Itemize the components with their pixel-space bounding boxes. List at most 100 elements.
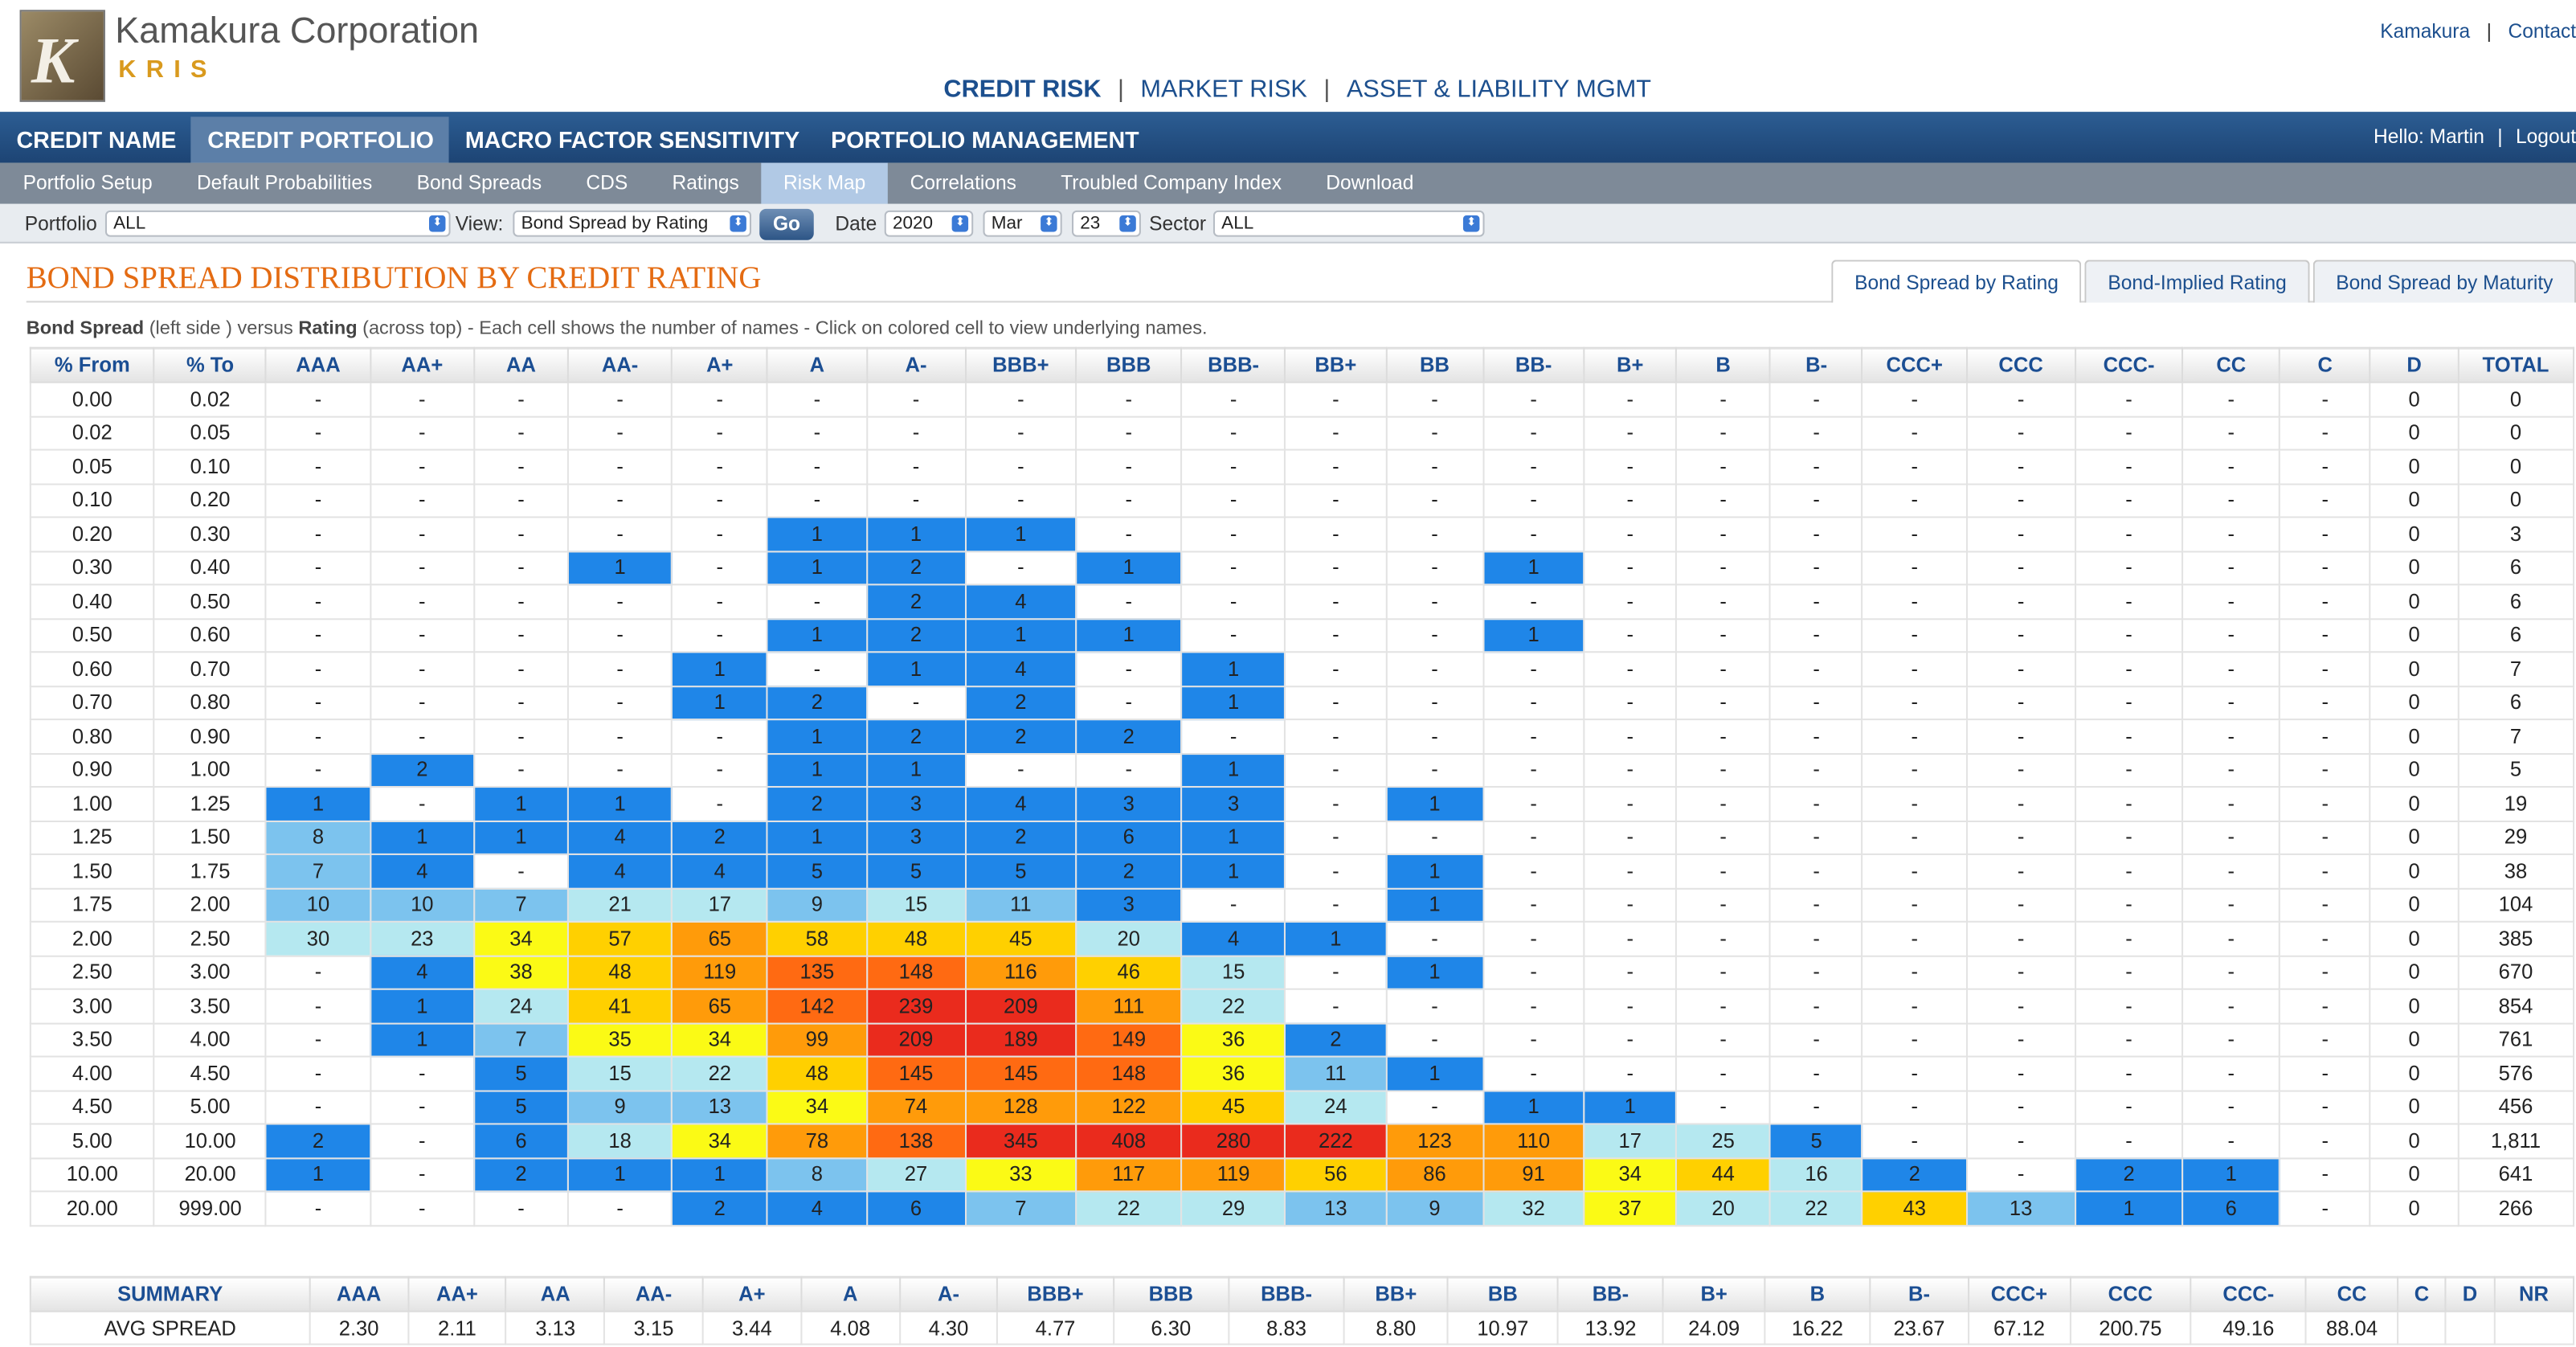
risk-map-cell[interactable]: 1 <box>265 1157 371 1193</box>
risk-map-cell[interactable]: 4 <box>566 853 673 889</box>
risk-map-cell[interactable]: 15 <box>865 886 967 923</box>
risk-map-cell[interactable]: 20 <box>1075 920 1183 956</box>
risk-map-cell[interactable]: 209 <box>865 1022 967 1058</box>
risk-map-cell[interactable]: 17 <box>1583 1123 1678 1159</box>
subtab-cds[interactable]: CDS <box>586 170 628 194</box>
risk-map-cell[interactable]: 3 <box>1075 786 1183 821</box>
nav-credit-risk[interactable]: CREDIT RISK <box>943 76 1102 104</box>
risk-map-cell[interactable]: 2 <box>1862 1157 1968 1193</box>
risk-map-cell[interactable]: 4 <box>369 853 476 889</box>
tab-macro-factor-sensitivity[interactable]: MACRO FACTOR SENSITIVITY <box>464 126 800 154</box>
risk-map-cell[interactable]: 23 <box>369 920 476 956</box>
risk-map-cell[interactable]: 1 <box>369 819 476 855</box>
sector-select[interactable]: ALL ⬍ <box>1212 210 1485 237</box>
risk-map-cell[interactable]: 1 <box>265 786 371 821</box>
risk-map-cell[interactable]: 1 <box>767 819 868 855</box>
risk-map-cell[interactable]: 4 <box>964 786 1077 821</box>
risk-map-cell[interactable]: 86 <box>1384 1157 1485 1193</box>
risk-map-cell[interactable]: 1 <box>865 651 967 687</box>
risk-map-cell[interactable]: 34 <box>472 920 569 956</box>
risk-map-cell[interactable]: 46 <box>1075 954 1183 990</box>
risk-map-cell[interactable]: 34 <box>671 1022 769 1058</box>
nav-market-risk[interactable]: MARKET RISK <box>1140 76 1307 104</box>
subtab-download[interactable]: Download <box>1326 170 1414 194</box>
risk-map-cell[interactable]: 7 <box>964 1190 1077 1226</box>
risk-map-cell[interactable]: 189 <box>964 1022 1077 1058</box>
subtab-risk-map[interactable]: Risk Map <box>760 162 887 204</box>
risk-map-cell[interactable]: 1 <box>865 752 967 788</box>
risk-map-cell[interactable]: 239 <box>865 988 967 1024</box>
risk-map-cell[interactable]: 1 <box>1384 786 1485 821</box>
tab-bond-implied-rating[interactable]: Bond-Implied Rating <box>2084 260 2310 303</box>
risk-map-cell[interactable]: 145 <box>964 1055 1077 1091</box>
risk-map-cell[interactable]: 1 <box>1384 954 1485 990</box>
risk-map-cell[interactable]: 36 <box>1180 1022 1286 1058</box>
risk-map-cell[interactable]: 145 <box>865 1055 967 1091</box>
subtab-bond-spreads[interactable]: Bond Spreads <box>416 170 542 194</box>
risk-map-cell[interactable]: 3 <box>1180 786 1286 821</box>
risk-map-cell[interactable]: 1 <box>964 516 1077 552</box>
risk-map-cell[interactable]: 6 <box>472 1123 569 1159</box>
risk-map-cell[interactable]: 48 <box>767 1055 868 1091</box>
risk-map-cell[interactable]: 11 <box>964 886 1077 923</box>
subtab-portfolio-setup[interactable]: Portfolio Setup <box>22 170 153 194</box>
risk-map-cell[interactable]: 34 <box>671 1123 769 1159</box>
month-select[interactable]: Mar ⬍ <box>983 210 1062 237</box>
risk-map-cell[interactable]: 408 <box>1075 1123 1183 1159</box>
kamakura-link[interactable]: Kamakura <box>2380 19 2471 43</box>
risk-map-cell[interactable]: 11 <box>1284 1055 1387 1091</box>
risk-map-cell[interactable]: 149 <box>1075 1022 1183 1058</box>
risk-map-cell[interactable]: 1 <box>1180 819 1286 855</box>
risk-map-cell[interactable]: 1 <box>1180 685 1286 721</box>
risk-map-cell[interactable]: 24 <box>1284 1089 1387 1125</box>
risk-map-cell[interactable]: 1 <box>472 819 569 855</box>
risk-map-cell[interactable]: 1 <box>1384 1055 1485 1091</box>
risk-map-cell[interactable]: 16 <box>1769 1157 1864 1193</box>
risk-map-cell[interactable]: 222 <box>1284 1123 1387 1159</box>
risk-map-cell[interactable]: 6 <box>2181 1190 2281 1226</box>
risk-map-cell[interactable]: 2 <box>865 719 967 755</box>
risk-map-cell[interactable]: 3 <box>865 819 967 855</box>
risk-map-cell[interactable]: 3 <box>865 786 967 821</box>
tab-credit-name[interactable]: CREDIT NAME <box>16 126 177 154</box>
risk-map-cell[interactable]: 20 <box>1675 1190 1772 1226</box>
risk-map-cell[interactable]: 4 <box>369 954 476 990</box>
risk-map-cell[interactable]: 1 <box>767 752 868 788</box>
tab-bond-spread-by-rating[interactable]: Bond Spread by Rating <box>1831 260 2082 303</box>
risk-map-cell[interactable]: 2 <box>865 583 967 620</box>
risk-map-cell[interactable]: 142 <box>767 988 868 1024</box>
risk-map-cell[interactable]: 4 <box>1180 920 1286 956</box>
risk-map-cell[interactable]: 21 <box>566 886 673 923</box>
tab-bond-spread-by-maturity[interactable]: Bond Spread by Maturity <box>2312 260 2576 303</box>
risk-map-cell[interactable]: 5 <box>1769 1123 1864 1159</box>
risk-map-cell[interactable]: 111 <box>1075 988 1183 1024</box>
risk-map-cell[interactable]: 18 <box>566 1123 673 1159</box>
kamakura-logo-icon[interactable]: K <box>19 10 105 102</box>
risk-map-cell[interactable]: 6 <box>865 1190 967 1226</box>
risk-map-cell[interactable]: 2 <box>964 819 1077 855</box>
risk-map-cell[interactable]: 22 <box>1769 1190 1864 1226</box>
risk-map-cell[interactable]: 7 <box>265 853 371 889</box>
risk-map-cell[interactable]: 9 <box>566 1089 673 1125</box>
risk-map-cell[interactable]: 6 <box>1075 819 1183 855</box>
risk-map-cell[interactable]: 38 <box>472 954 569 990</box>
risk-map-cell[interactable]: 32 <box>1482 1190 1585 1226</box>
logout-link[interactable]: Logout <box>2515 125 2576 149</box>
risk-map-cell[interactable]: 1 <box>1180 752 1286 788</box>
risk-map-cell[interactable]: 2 <box>964 719 1077 755</box>
risk-map-cell[interactable]: 5 <box>472 1055 569 1091</box>
risk-map-cell[interactable]: 1 <box>1482 1089 1585 1125</box>
risk-map-cell[interactable]: 116 <box>964 954 1077 990</box>
risk-map-cell[interactable]: 36 <box>1180 1055 1286 1091</box>
risk-map-cell[interactable]: 2 <box>1075 853 1183 889</box>
risk-map-cell[interactable]: 4 <box>767 1190 868 1226</box>
risk-map-cell[interactable]: 1 <box>1284 920 1387 956</box>
risk-map-cell[interactable]: 5 <box>472 1089 569 1125</box>
risk-map-cell[interactable]: 2 <box>1075 719 1183 755</box>
risk-map-cell[interactable]: 2 <box>671 819 769 855</box>
risk-map-cell[interactable]: 1 <box>2181 1157 2281 1193</box>
risk-map-cell[interactable]: 37 <box>1583 1190 1678 1226</box>
risk-map-cell[interactable]: 15 <box>1180 954 1286 990</box>
risk-map-cell[interactable]: 4 <box>964 583 1077 620</box>
risk-map-cell[interactable]: 1 <box>671 1157 769 1193</box>
